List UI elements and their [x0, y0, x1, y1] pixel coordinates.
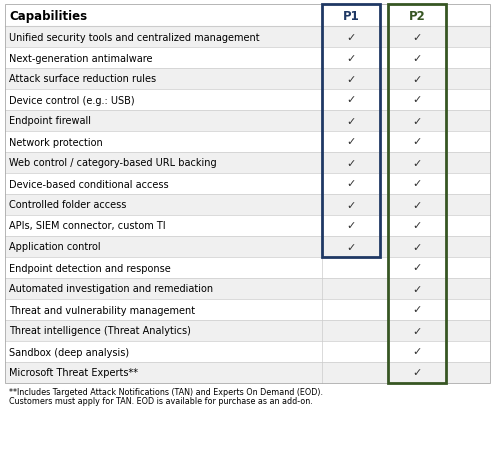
Bar — [5, 111, 490, 131]
Text: ✓: ✓ — [346, 53, 356, 63]
Text: Controlled folder access: Controlled folder access — [9, 200, 127, 210]
Bar — [5, 362, 490, 383]
Bar — [322, 5, 380, 258]
Bar — [5, 48, 490, 69]
Text: ✓: ✓ — [412, 284, 422, 294]
Text: **Includes Targeted Attack Notifications (TAN) and Experts On Demand (EOD).: **Includes Targeted Attack Notifications… — [9, 387, 323, 396]
Text: Unified security tools and centralized management: Unified security tools and centralized m… — [9, 32, 260, 42]
Bar — [5, 237, 490, 258]
Text: Sandbox (deep analysis): Sandbox (deep analysis) — [9, 347, 129, 357]
Text: Next-generation antimalware: Next-generation antimalware — [9, 53, 152, 63]
Text: ✓: ✓ — [412, 305, 422, 315]
Bar — [5, 195, 490, 216]
Text: ✓: ✓ — [412, 242, 422, 252]
Text: ✓: ✓ — [346, 32, 356, 42]
Text: Web control / category-based URL backing: Web control / category-based URL backing — [9, 158, 216, 168]
Bar — [388, 5, 446, 383]
Text: Capabilities: Capabilities — [9, 10, 87, 22]
Text: ✓: ✓ — [346, 137, 356, 147]
Text: Device-based conditional access: Device-based conditional access — [9, 179, 168, 189]
Text: Customers must apply for TAN. EOD is available for purchase as an add-on.: Customers must apply for TAN. EOD is ava… — [9, 396, 313, 405]
Text: ✓: ✓ — [412, 32, 422, 42]
Text: ✓: ✓ — [346, 95, 356, 105]
Bar — [5, 299, 490, 320]
Text: ✓: ✓ — [412, 179, 422, 189]
Bar — [5, 320, 490, 341]
Text: ✓: ✓ — [346, 179, 356, 189]
Text: ✓: ✓ — [346, 116, 356, 126]
Bar — [5, 278, 490, 299]
Bar — [5, 174, 490, 195]
Text: P1: P1 — [342, 10, 359, 22]
Text: Network protection: Network protection — [9, 137, 103, 147]
Text: ✓: ✓ — [412, 137, 422, 147]
Text: APIs, SIEM connector, custom TI: APIs, SIEM connector, custom TI — [9, 221, 166, 231]
Bar — [5, 27, 490, 48]
Text: P2: P2 — [408, 10, 426, 22]
Bar — [5, 5, 490, 413]
Text: ✓: ✓ — [412, 74, 422, 84]
Text: ✓: ✓ — [412, 53, 422, 63]
Text: Endpoint firewall: Endpoint firewall — [9, 116, 91, 126]
Text: ✓: ✓ — [346, 158, 356, 168]
Bar — [5, 258, 490, 278]
Bar — [5, 90, 490, 111]
Bar — [5, 69, 490, 90]
Text: Attack surface reduction rules: Attack surface reduction rules — [9, 74, 156, 84]
Bar — [5, 131, 490, 153]
Text: ✓: ✓ — [346, 200, 356, 210]
Bar — [5, 153, 490, 174]
Bar — [5, 341, 490, 362]
Text: Application control: Application control — [9, 242, 101, 252]
Text: Threat and vulnerability management: Threat and vulnerability management — [9, 305, 195, 315]
Bar — [5, 216, 490, 237]
Text: ✓: ✓ — [412, 116, 422, 126]
Text: Device control (e.g.: USB): Device control (e.g.: USB) — [9, 95, 134, 105]
Text: ✓: ✓ — [412, 200, 422, 210]
Text: Microsoft Threat Experts**: Microsoft Threat Experts** — [9, 368, 138, 378]
Text: Automated investigation and remediation: Automated investigation and remediation — [9, 284, 213, 294]
Text: ✓: ✓ — [346, 221, 356, 231]
Text: ✓: ✓ — [346, 74, 356, 84]
Text: Endpoint detection and response: Endpoint detection and response — [9, 263, 171, 273]
Text: ✓: ✓ — [412, 263, 422, 273]
Text: ✓: ✓ — [412, 95, 422, 105]
Text: ✓: ✓ — [412, 326, 422, 336]
Text: ✓: ✓ — [412, 347, 422, 357]
Text: ✓: ✓ — [412, 158, 422, 168]
Bar — [5, 5, 490, 383]
Text: ✓: ✓ — [346, 242, 356, 252]
Text: ✓: ✓ — [412, 221, 422, 231]
Text: Threat intelligence (Threat Analytics): Threat intelligence (Threat Analytics) — [9, 326, 191, 336]
Text: ✓: ✓ — [412, 368, 422, 378]
